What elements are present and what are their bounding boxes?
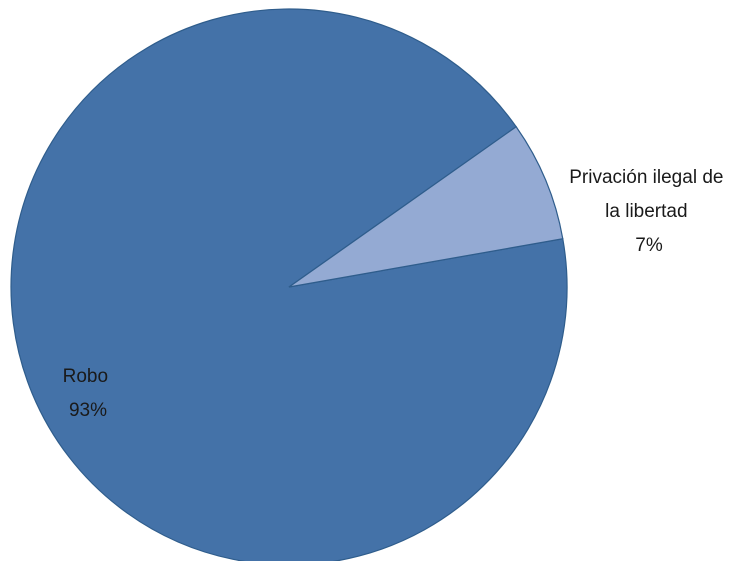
label-robo: Robo 93% — [63, 366, 114, 421]
label-robo-percent: 93% — [69, 400, 107, 421]
label-privacion-percent: 7% — [635, 235, 663, 256]
label-privacion: Privación ilegal de la libertad 7% — [569, 167, 728, 256]
slices-layer — [10, 8, 568, 566]
slice-privacion — [288, 125, 564, 288]
label-privacion-line1: Privación ilegal de — [569, 167, 723, 188]
label-privacion-line2: la libertad — [605, 201, 687, 222]
slice-robo — [10, 8, 568, 566]
label-robo-category: Robo — [63, 366, 108, 387]
